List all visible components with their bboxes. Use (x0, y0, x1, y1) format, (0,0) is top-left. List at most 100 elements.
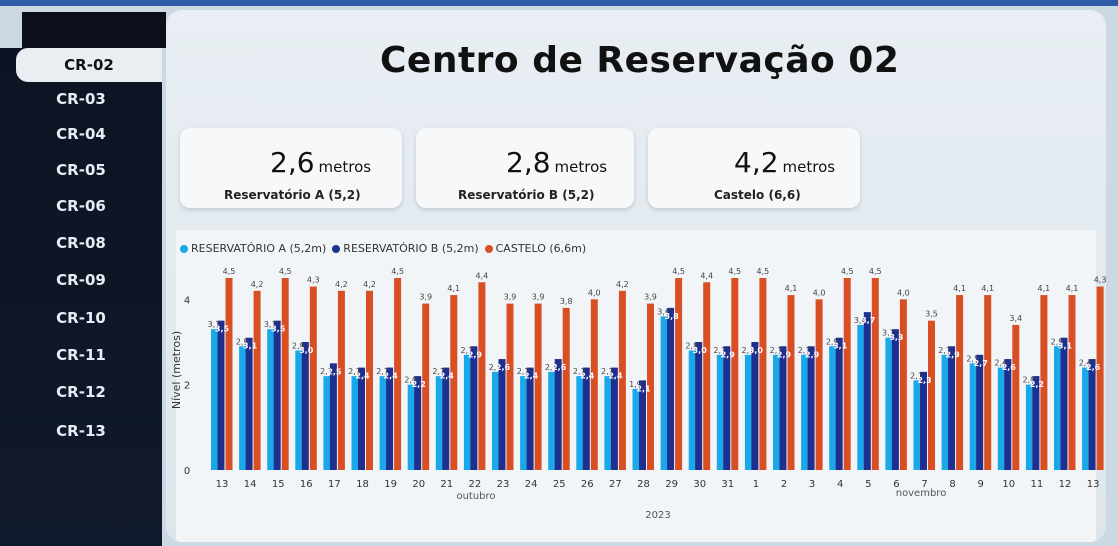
sidebar-item-cr-13[interactable]: CR-13 (0, 414, 162, 448)
bar-reservatorio-b (891, 329, 899, 470)
bar-reservatorio-a (267, 329, 276, 470)
bar-reservatorio-a (407, 384, 416, 470)
bar-castelo (506, 303, 514, 470)
bar-reservatorio-a (969, 363, 978, 470)
bar-reservatorio-a (801, 354, 810, 470)
month-label-outubro: outubro (456, 491, 495, 502)
x-tick-label: 27 (609, 479, 622, 490)
x-tick-label: 24 (525, 479, 538, 490)
sidebar-item-cr-03[interactable]: CR-03 (0, 82, 162, 116)
x-tick-label: 10 (1002, 479, 1015, 490)
sidebar-header-block (22, 12, 166, 48)
kpi-card-castelo: 4,2 metros Castelo (6,6) (648, 128, 860, 208)
x-tick-label: 29 (665, 479, 678, 490)
data-label-a: 2,9 (826, 337, 839, 346)
data-label-b: 2,4 (384, 372, 399, 381)
data-label-castelo: 4,1 (981, 284, 994, 293)
sidebar-item-cr-11[interactable]: CR-11 (0, 338, 162, 372)
bar-reservatorio-b (217, 320, 225, 470)
sidebar-item-cr-10[interactable]: CR-10 (0, 301, 162, 335)
sidebar-item-cr-08[interactable]: CR-08 (0, 226, 162, 260)
data-label-b: 2,5 (327, 367, 342, 376)
bar-castelo (1068, 295, 1076, 470)
kpi-value: 2,6 metros (270, 146, 371, 179)
x-tick-label: 18 (356, 479, 369, 490)
kpi-card-reservatorio-a: 2,6 metros Reservatório A (5,2) (180, 128, 402, 208)
x-tick-label: 30 (693, 479, 706, 490)
data-label-a: 2,4 (994, 359, 1007, 368)
bar-castelo (675, 278, 683, 470)
data-label-b: 2,7 (974, 359, 988, 368)
x-tick-label: 12 (1059, 479, 1072, 490)
bar-reservatorio-a (660, 316, 669, 470)
bar-castelo (815, 299, 823, 470)
sidebar-item-cr-12[interactable]: CR-12 (0, 375, 162, 409)
bar-reservatorio-a (379, 376, 388, 470)
bar-reservatorio-a (716, 354, 725, 470)
data-label-castelo: 4,2 (616, 280, 629, 289)
data-label-a: 2,8 (292, 342, 305, 351)
x-tick-label: 14 (244, 479, 257, 490)
kpi-value: 4,2 metros (734, 146, 835, 179)
data-label-a: 2,9 (1051, 337, 1064, 346)
bar-reservatorio-b (863, 312, 871, 470)
bar-reservatorio-a (913, 380, 922, 470)
data-label-b: 2,9 (777, 350, 792, 359)
bar-reservatorio-b (835, 337, 843, 470)
x-tick-label: 16 (300, 479, 313, 490)
data-label-b: 3,5 (271, 325, 286, 334)
sidebar-item-cr-09[interactable]: CR-09 (0, 263, 162, 297)
sidebar-item-cr-06[interactable]: CR-06 (0, 189, 162, 223)
bar-castelo (618, 290, 626, 470)
data-label-b: 3,0 (299, 346, 314, 355)
legend-item-reservatorio-b[interactable]: RESERVATÓRIO B (5,2m) (332, 242, 479, 255)
data-label-a: 2,2 (376, 367, 389, 376)
data-label-castelo: 4,5 (869, 267, 882, 276)
bar-castelo (843, 278, 851, 470)
data-label-a: 2,2 (601, 367, 614, 376)
x-tick-label: 31 (721, 479, 734, 490)
bar-castelo (281, 278, 289, 470)
data-label-b: 2,2 (1030, 380, 1044, 389)
x-tick-label: 6 (893, 479, 899, 490)
bar-reservatorio-a (829, 346, 838, 470)
bar-castelo (394, 278, 402, 470)
bar-reservatorio-b (751, 342, 759, 470)
data-label-a: 3,4 (854, 316, 867, 325)
data-label-b: 2,1 (636, 384, 651, 393)
bar-reservatorio-a (1025, 384, 1034, 470)
data-label-castelo: 4,2 (251, 280, 264, 289)
bar-reservatorio-b (1060, 337, 1068, 470)
legend-item-reservatorio-a[interactable]: RESERVATÓRIO A (5,2m) (180, 242, 326, 255)
data-label-castelo: 4,4 (476, 271, 489, 280)
bar-castelo (1096, 286, 1104, 470)
bar-castelo (731, 278, 739, 470)
x-tick-label: 9 (978, 479, 984, 490)
bar-reservatorio-a (857, 324, 866, 470)
sidebar-item-cr-04[interactable]: CR-04 (0, 117, 162, 151)
kpi-number: 2,6 (270, 146, 315, 179)
data-label-castelo: 4,5 (391, 267, 404, 276)
data-label-a: 2,1 (910, 371, 923, 380)
legend-dot-icon (332, 244, 341, 253)
bar-reservatorio-b (526, 367, 534, 470)
kpi-label: Castelo (6,6) (714, 188, 801, 202)
x-tick-label: 1 (753, 479, 759, 490)
data-label-castelo: 4,0 (588, 288, 601, 297)
data-label-castelo: 4,2 (335, 280, 348, 289)
data-label-castelo: 3,9 (504, 293, 517, 302)
data-label-b: 2,4 (608, 372, 623, 381)
kpi-label: Reservatório A (5,2) (224, 188, 361, 202)
bar-reservatorio-a (492, 371, 500, 470)
bar-reservatorio-b (1032, 376, 1040, 470)
legend-item-castelo[interactable]: CASTELO (6,6m) (484, 242, 586, 255)
legend-label: RESERVATÓRIO A (5,2m) (191, 242, 327, 255)
bar-reservatorio-a (997, 367, 1006, 470)
sidebar-item-label: CR-12 (56, 383, 106, 401)
data-label-castelo: 4,1 (447, 284, 460, 293)
sidebar-item-cr-02[interactable]: CR-02 (16, 48, 162, 82)
data-label-castelo: 4,5 (728, 267, 741, 276)
data-label-b: 2,4 (440, 372, 455, 381)
sidebar-item-cr-05[interactable]: CR-05 (0, 153, 162, 187)
